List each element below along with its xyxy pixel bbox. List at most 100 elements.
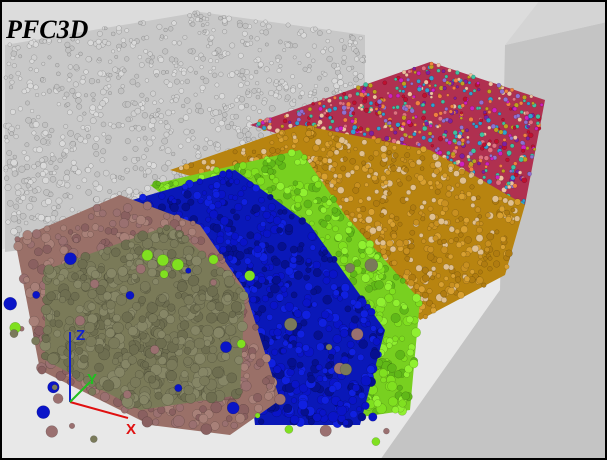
- particle: [466, 135, 470, 140]
- particle: [364, 182, 369, 188]
- particle: [201, 324, 214, 337]
- particle: [3, 175, 10, 181]
- particle: [35, 92, 40, 98]
- particle: [443, 130, 448, 134]
- particle: [431, 88, 436, 93]
- particle: [458, 232, 464, 238]
- particle: [240, 362, 249, 372]
- particle: [95, 184, 103, 192]
- particle: [41, 91, 46, 97]
- particle: [75, 91, 82, 98]
- particle: [370, 325, 377, 332]
- particle: [225, 51, 231, 56]
- particle: [106, 268, 117, 279]
- particle: [453, 96, 457, 100]
- particle: [187, 13, 193, 18]
- particle: [193, 337, 206, 350]
- particle: [483, 110, 487, 115]
- particle: [6, 61, 11, 67]
- particle: [346, 221, 353, 228]
- particle: [25, 203, 34, 211]
- particle: [410, 184, 417, 191]
- particle: [206, 44, 211, 49]
- particle: [10, 215, 18, 223]
- particle: [318, 318, 328, 328]
- particle: [178, 165, 184, 171]
- particle: [320, 220, 328, 228]
- particle: [493, 260, 501, 268]
- particle: [428, 123, 433, 128]
- particle: [476, 226, 483, 234]
- particle: [229, 42, 236, 49]
- particle: [403, 269, 411, 276]
- particle: [141, 112, 149, 119]
- particle: [261, 125, 267, 131]
- particle: [178, 61, 184, 67]
- particle: [253, 232, 262, 242]
- particle: [111, 49, 116, 54]
- particle: [33, 84, 39, 91]
- particle: [40, 304, 52, 316]
- particle: [343, 197, 350, 203]
- particle: [117, 266, 128, 277]
- particle: [380, 175, 387, 182]
- particle: [125, 116, 132, 123]
- particle: [487, 125, 492, 130]
- particle: [444, 107, 449, 111]
- particle: [200, 23, 205, 28]
- particle: [212, 109, 220, 116]
- particle: [400, 127, 405, 132]
- particle: [280, 124, 285, 129]
- particle: [190, 220, 196, 226]
- particle: [187, 275, 200, 287]
- particle: [499, 88, 505, 95]
- particle: [535, 121, 540, 126]
- particle: [205, 216, 212, 223]
- particle: [35, 172, 41, 178]
- particle: [40, 232, 51, 243]
- particle: [312, 26, 318, 32]
- particle: [198, 13, 204, 19]
- particle: [309, 244, 316, 251]
- particle: [305, 130, 313, 137]
- particle: [169, 99, 174, 104]
- particle: [494, 138, 499, 144]
- particle: [524, 115, 530, 121]
- particle: [275, 58, 281, 63]
- particle: [458, 168, 466, 176]
- particle: [261, 266, 268, 273]
- particle: [182, 34, 188, 40]
- particle: [333, 173, 338, 179]
- particle: [10, 227, 18, 236]
- particle: [121, 42, 127, 48]
- particle: [125, 252, 134, 261]
- particle: [205, 391, 218, 404]
- particle: [460, 138, 466, 143]
- particle: [452, 86, 456, 91]
- particle: [171, 151, 176, 157]
- particle: [97, 57, 102, 62]
- particle: [284, 144, 289, 149]
- particle: [47, 133, 52, 139]
- particle: [96, 79, 101, 84]
- particle: [272, 275, 282, 285]
- particle: [312, 144, 320, 152]
- particle: [293, 309, 302, 318]
- particle: [249, 352, 257, 360]
- particle: [276, 85, 283, 92]
- particle: [21, 88, 27, 95]
- particle: [363, 82, 369, 88]
- particle: [313, 84, 318, 89]
- particle: [13, 203, 20, 210]
- particle: [187, 66, 194, 73]
- particle: [446, 184, 453, 191]
- particle: [37, 214, 45, 222]
- particle: [387, 381, 398, 392]
- particle: [433, 168, 440, 175]
- particle: [424, 87, 430, 93]
- particle: [164, 147, 172, 155]
- particle: [364, 258, 379, 272]
- particle: [63, 123, 69, 129]
- particle: [279, 78, 285, 85]
- particle: [56, 204, 61, 210]
